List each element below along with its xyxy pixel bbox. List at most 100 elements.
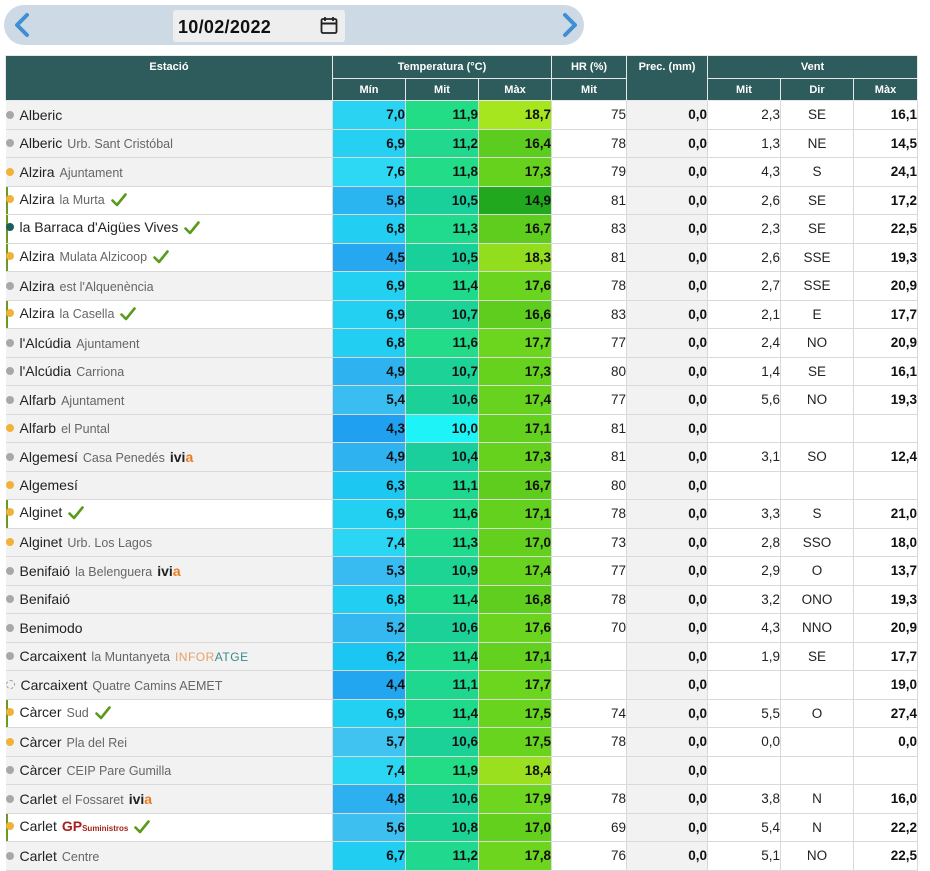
table-row[interactable]: Algemesí 6,3 11,1 16,7 80 0,0 — [5, 471, 918, 500]
station-cell[interactable]: Càrcer CEIP Pare Gumilla — [5, 756, 333, 785]
station-cell[interactable]: Alfarb Ajuntament — [5, 385, 333, 415]
temp-min-cell: 6,9 — [332, 300, 406, 329]
temp-min-cell: 4,4 — [332, 670, 406, 700]
station-cell[interactable]: l'Alcúdia Carriona — [5, 357, 333, 386]
humidity-cell: 79 — [551, 157, 627, 187]
table-row[interactable]: Carcaixent Quatre Camins AEMET 4,4 11,1 17,7… — [5, 670, 918, 700]
station-cell[interactable]: Benimodo — [5, 613, 333, 643]
calendar-icon[interactable] — [320, 16, 338, 35]
station-cell[interactable]: Alzira Mulata Alzicoop — [5, 243, 333, 272]
humidity-cell: 81 — [551, 243, 627, 272]
station-location: Urb. Los Lagos — [67, 536, 153, 551]
table-row[interactable]: Alzira est l'Alquenència 6,9 11,4 17,6 78 0,0 2… — [5, 271, 918, 301]
table-row[interactable]: Algemesí Casa Penedés ivia 4,9 10,4 17,3 81 0,0… — [5, 442, 918, 472]
table-row[interactable]: Alfarb el Puntal 4,3 10,0 17,1 81 0,0 — [5, 414, 918, 443]
humidity-cell: 74 — [551, 699, 627, 728]
station-cell[interactable]: Alginet Urb. Los Lagos — [5, 528, 333, 557]
table-row[interactable]: Càrcer CEIP Pare Gumilla 7,4 11,9 18,4 0,0 — [5, 756, 918, 785]
table-row[interactable]: Alzira Ajuntament 7,6 11,8 17,3 79 0,0 4,3 S 24,1 — [5, 157, 918, 187]
table-row[interactable]: Carlet GPSuministros 5,6 10,8 17,0 69 0,0 5,4 N 2… — [5, 813, 918, 842]
table-row[interactable]: Alzira la Casella 6,9 10,7 16,6 83 0,0 2,1 E 17,7 — [5, 300, 918, 329]
header-temp-max[interactable]: Màx — [478, 78, 552, 101]
station-cell[interactable]: Alberic Urb. Sant Cristóbal — [5, 129, 333, 158]
header-hr-avg[interactable]: Mit — [551, 78, 627, 101]
table-row[interactable]: l'Alcúdia Ajuntament 6,8 11,6 17,7 77 0,0 2,4 NO… — [5, 328, 918, 358]
temp-avg-cell: 11,9 — [405, 756, 479, 785]
station-cell[interactable]: Carcaixent Quatre Camins AEMET — [5, 670, 333, 700]
table-row[interactable]: Càrcer Sud 6,9 11,4 17,5 74 0,0 5,5 O 27,4 — [5, 699, 918, 728]
temp-min-cell: 6,9 — [332, 699, 406, 728]
temp-avg-cell: 11,4 — [405, 585, 479, 614]
station-cell[interactable]: Carlet GPSuministros — [5, 813, 333, 842]
station-cell[interactable]: l'Alcúdia Ajuntament — [5, 328, 333, 358]
table-row[interactable]: Alfarb Ajuntament 5,4 10,6 17,4 77 0,0 5,6 NO 19,… — [5, 385, 918, 415]
table-row[interactable]: Alzira Mulata Alzicoop 4,5 10,5 18,3 81 0,0 2,6… — [5, 243, 918, 272]
header-precip[interactable]: Prec. (mm) — [626, 55, 708, 101]
temp-avg-cell: 11,2 — [405, 129, 479, 158]
station-cell[interactable]: Carcaixent la Muntanyeta INFORATGE — [5, 642, 333, 671]
table-row[interactable]: Benifaió la Belenguera ivia 5,3 10,9 17,4 77 0,… — [5, 556, 918, 586]
station-cell[interactable]: Carlet Centre — [5, 841, 333, 871]
table-row[interactable]: Alberic 7,0 11,9 18,7 75 0,0 2,3 SE 16,1 — [5, 100, 918, 130]
station-cell[interactable]: Càrcer Pla del Rei — [5, 727, 333, 757]
table-row[interactable]: Carlet Centre 6,7 11,2 17,8 76 0,0 5,1 NO 22,5 — [5, 841, 918, 871]
station-cell[interactable]: Benifaió — [5, 585, 333, 614]
temp-max-cell: 17,3 — [478, 442, 552, 472]
temp-avg-cell: 10,5 — [405, 186, 479, 215]
table-row[interactable]: Càrcer Pla del Rei 5,7 10,6 17,5 78 0,0 0,0 0,0 — [5, 727, 918, 757]
humidity-cell: 78 — [551, 271, 627, 301]
table-row[interactable]: l'Alcúdia Carriona 4,9 10,7 17,3 80 0,0 1,4 SE 16… — [5, 357, 918, 386]
station-cell[interactable]: Benifaió la Belenguera ivia — [5, 556, 333, 586]
station-cell[interactable]: Algemesí — [5, 471, 333, 500]
table-row[interactable]: Alginet Urb. Los Lagos 7,4 11,3 17,0 73 0,0 2,8… — [5, 528, 918, 557]
date-input[interactable]: 10/02/2022 — [173, 10, 345, 42]
station-cell[interactable]: Alzira est l'Alquenència — [5, 271, 333, 301]
humidity-cell: 77 — [551, 385, 627, 415]
header-wind-dir[interactable]: Dir — [780, 78, 854, 101]
table-row[interactable]: Carlet el Fossaret ivia 4,8 10,6 17,9 78 0,0 3,8… — [5, 784, 918, 814]
table-row[interactable]: Alzira la Murta 5,8 10,5 14,9 81 0,0 2,6 SE 17,2 — [5, 186, 918, 215]
wind-avg-cell: 1,3 — [707, 129, 781, 158]
table-row[interactable]: Benimodo 5,2 10,6 17,6 70 0,0 4,3 NNO 20,9 — [5, 613, 918, 643]
station-cell[interactable]: Alberic — [5, 100, 333, 130]
station-cell[interactable]: Alzira Ajuntament — [5, 157, 333, 187]
station-cell[interactable]: Algemesí Casa Penedés ivia — [5, 442, 333, 472]
header-station[interactable]: Estació — [5, 55, 333, 101]
station-cell[interactable]: la Barraca d'Aigües Vives — [5, 214, 333, 244]
station-location: la Casella — [59, 306, 115, 321]
table-row[interactable]: Alginet 6,9 11,6 17,1 78 0,0 3,3 S 21,0 — [5, 499, 918, 529]
precip-cell: 0,0 — [626, 328, 708, 358]
wind-dir-cell: N — [780, 784, 854, 814]
temp-min-cell: 4,5 — [332, 243, 406, 272]
wind-avg-cell: 0,0 — [707, 727, 781, 757]
header-temp-avg[interactable]: Mit — [405, 78, 479, 101]
table-row[interactable]: la Barraca d'Aigües Vives 6,8 11,3 16,7 83 0,… — [5, 214, 918, 244]
humidity-cell: 78 — [551, 727, 627, 757]
header-wind-max[interactable]: Màx — [853, 78, 918, 101]
humidity-cell: 73 — [551, 528, 627, 557]
station-cell[interactable]: Carlet el Fossaret ivia — [5, 784, 333, 814]
temp-avg-cell: 11,9 — [405, 100, 479, 130]
station-city: Alzira — [19, 163, 55, 180]
station-cell[interactable]: Alginet — [5, 499, 333, 529]
humidity-cell: 78 — [551, 129, 627, 158]
station-cell[interactable]: Alfarb el Puntal — [5, 414, 333, 443]
station-city: Alfarb — [19, 391, 57, 408]
header-wind-avg[interactable]: Mit — [707, 78, 781, 101]
wind-max-cell — [853, 471, 918, 500]
station-cell[interactable]: Alzira la Murta — [5, 186, 333, 215]
humidity-cell: 83 — [551, 300, 627, 329]
table-row[interactable]: Benifaió 6,8 11,4 16,8 78 0,0 3,2 ONO 19,3 — [5, 585, 918, 614]
table-row[interactable]: Carcaixent la Muntanyeta INFORATGE 6,2 11,4 1… — [5, 642, 918, 671]
status-dot-icon — [5, 566, 14, 575]
temp-min-cell: 6,9 — [332, 271, 406, 301]
station-cell[interactable]: Alzira la Casella — [5, 300, 333, 329]
station-cell[interactable]: Càrcer Sud — [5, 699, 333, 728]
header-temp-min[interactable]: Mín — [332, 78, 406, 101]
next-day-button[interactable] — [556, 5, 584, 45]
station-location: la Muntanyeta — [91, 650, 170, 665]
wind-dir-cell: SSE — [780, 243, 854, 272]
prev-day-button[interactable] — [8, 5, 36, 45]
table-row[interactable]: Alberic Urb. Sant Cristóbal 6,9 11,2 16,4 78 0… — [5, 129, 918, 158]
wind-dir-cell — [780, 756, 854, 785]
